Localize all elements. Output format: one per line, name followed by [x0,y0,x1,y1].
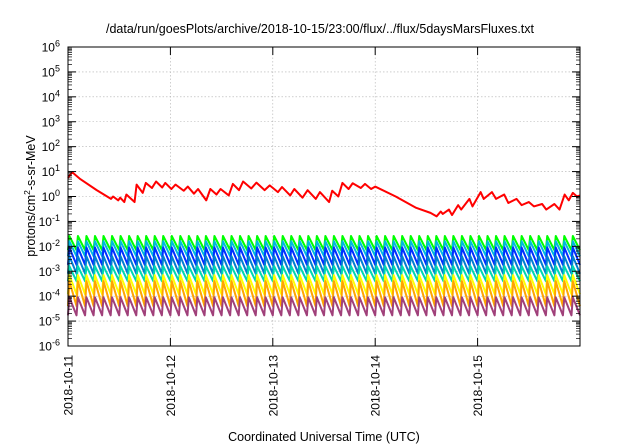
y-axis-label-suffix: -s-sr-MeV [24,135,39,191]
y-tick-label: 103 [42,113,60,129]
y-tick-label-exp: 0 [55,188,60,198]
series-group [67,171,581,317]
y-tick-label-base: 10 [42,165,56,179]
x-tick-label: 2018-10-13 [266,355,280,417]
y-tick-label-base: 10 [39,240,53,254]
y-tick-label-exp: -3 [52,263,60,273]
y-tick-label-exp: 1 [55,163,60,173]
y-tick-label-exp: -4 [52,288,60,298]
y-tick-label-base: 10 [39,265,53,279]
y-tick-label-exp: -6 [52,338,60,348]
y-tick-label-base: 10 [42,41,56,55]
y-tick-label-exp: 5 [55,63,60,73]
y-tick-label-base: 10 [42,190,56,204]
y-tick-label-base: 10 [42,90,56,104]
y-tick-label-exp: 2 [55,138,60,148]
y-tick-label-exp: -1 [52,213,60,223]
x-tick-labels: 2018-10-11 2018-10-12 2018-10-13 2018-10-14… [62,355,486,417]
y-tick-label-base: 10 [39,340,53,354]
x-tick-label: 2018-10-12 [164,355,178,417]
y-tick-label-exp: 4 [55,88,60,98]
y-tick-label: 100 [42,188,60,204]
y-tick-label: 10-1 [39,213,60,229]
y-tick-label-base: 10 [39,290,53,304]
y-tick-label: 104 [42,88,60,104]
series-line [67,171,581,218]
y-tick-label-exp: 3 [55,113,60,123]
y-tick-label: 102 [42,138,60,154]
x-tick-label: 2018-10-15 [471,355,485,417]
y-tick-label: 10-2 [39,238,60,254]
chart-title: /data/run/goesPlots/archive/2018-10-15/2… [105,22,534,36]
y-tick-label: 10-4 [39,288,60,304]
series-line [67,296,581,317]
y-tick-label: 106 [42,39,60,55]
y-tick-label-base: 10 [42,140,56,154]
y-tick-label: 101 [42,163,60,179]
x-tick-label: 2018-10-14 [369,355,383,417]
y-axis-label-prefix: protons/cm [24,194,39,257]
y-tick-label: 10-6 [39,338,60,354]
y-tick-labels: 10-610-510-410-310-210-11001011021031041… [39,39,60,354]
y-tick-label-base: 10 [42,65,56,79]
y-tick-label-exp: -2 [52,238,60,248]
y-tick-label: 105 [42,63,60,79]
x-tick-label: 2018-10-11 [62,355,76,416]
y-tick-label-base: 10 [42,115,56,129]
y-tick-label-base: 10 [39,215,53,229]
x-axis-label: Coordinated Universal Time (UTC) [228,430,420,444]
y-axis-label-sup: 2 [21,190,32,195]
y-tick-label: 10-3 [39,263,60,279]
tick-marks [67,46,580,347]
y-tick-label: 10-5 [39,313,60,329]
y-tick-label-exp: 6 [55,39,60,49]
y-tick-label-exp: -5 [52,313,60,323]
y-axis-label: protons/cm2-s-sr-MeV [22,135,38,256]
y-tick-label-base: 10 [39,315,53,329]
